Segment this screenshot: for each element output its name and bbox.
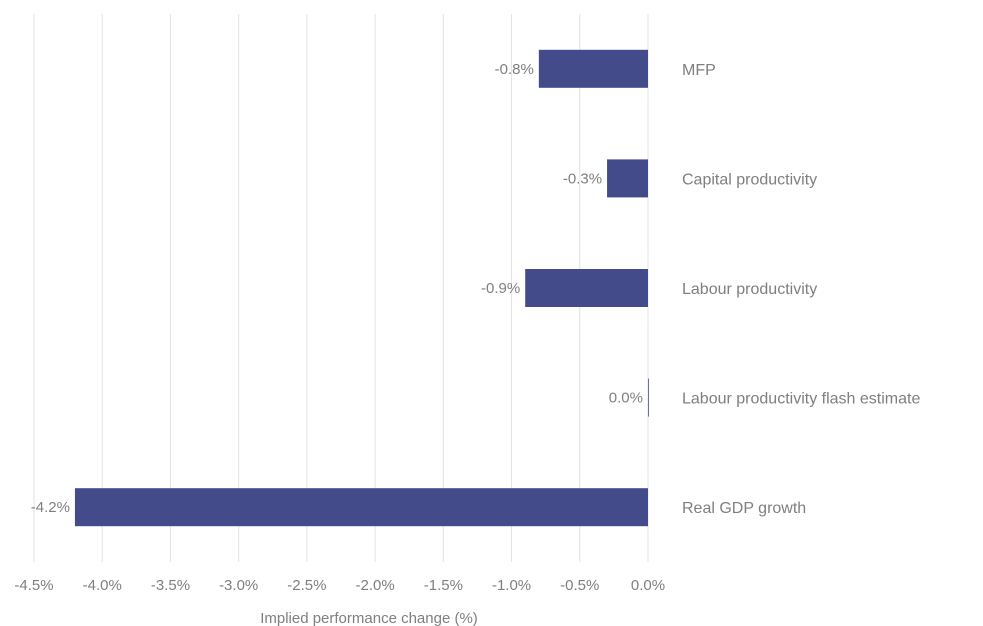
x-tick-label: -3.0% — [219, 577, 258, 594]
x-tick-label: -4.5% — [14, 577, 53, 594]
category-label: Capital productivity — [682, 171, 817, 188]
data-label: 0.0% — [609, 390, 643, 407]
data-label: -4.2% — [31, 499, 70, 516]
x-tick-label: -2.0% — [356, 577, 395, 594]
bar — [538, 49, 648, 88]
x-axis-title: Implied performance change (%) — [260, 610, 478, 626]
bar — [525, 269, 648, 307]
x-tick-label: 0.0% — [631, 577, 665, 594]
x-tick-label: -1.5% — [424, 577, 463, 594]
category-label: Real GDP growth — [682, 500, 806, 517]
x-tick-label: -4.0% — [83, 577, 122, 594]
bar — [607, 159, 648, 198]
x-tick-label: -3.5% — [151, 577, 190, 594]
data-label: -0.8% — [495, 61, 534, 78]
data-label: -0.3% — [563, 170, 602, 187]
bars — [74, 49, 649, 527]
bar — [648, 378, 649, 417]
data-labels: -0.8% -0.3% -0.9% 0.0% -4.2% — [31, 61, 643, 516]
category-labels: MFP Capital productivity Labour productivi… — [682, 62, 920, 517]
category-label: Labour productivity — [682, 281, 817, 298]
x-tick-label: -0.5% — [560, 577, 599, 594]
category-label: Labour productivity flash estimate — [682, 391, 920, 408]
data-label: -0.9% — [481, 280, 520, 297]
x-tick-label: -1.0% — [492, 577, 531, 594]
bar — [74, 488, 648, 527]
x-axis-tick-labels: -4.5% -4.0% -3.5% -3.0% -2.5% -2.0% -1.5% -1.0%… — [14, 577, 665, 594]
category-label: MFP — [682, 62, 716, 79]
x-tick-label: -2.5% — [287, 577, 326, 594]
